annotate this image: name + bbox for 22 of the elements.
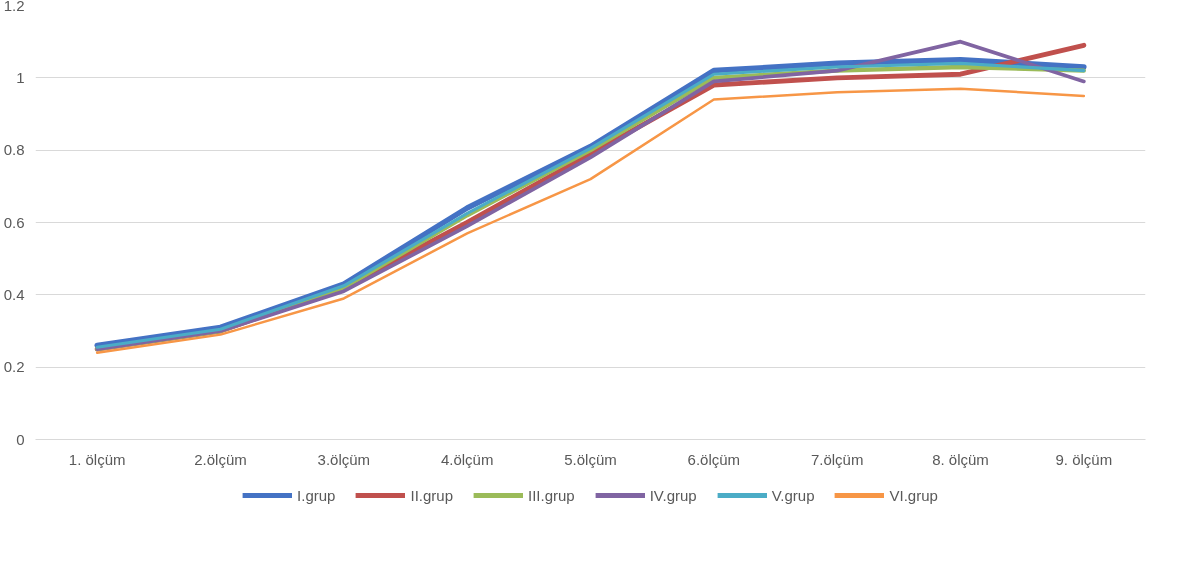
y-tick-label: 1	[16, 68, 25, 86]
y-tick-label: 0.4	[3, 285, 25, 303]
legend-label: II.grup	[410, 486, 453, 504]
x-tick-label: 8. ölçüm	[932, 450, 989, 468]
legend-label: V.grup	[771, 486, 815, 504]
x-tick-label: 2.ölçüm	[194, 450, 247, 468]
y-tick-label: 0.2	[3, 358, 25, 376]
legend-label: I.grup	[297, 486, 336, 504]
legend-label: III.grup	[527, 486, 575, 504]
legend-label: VI.grup	[889, 486, 938, 504]
x-tick-label: 7.ölçüm	[810, 450, 864, 468]
y-tick-label: 0.6	[3, 213, 25, 231]
x-tick-label: 4.ölçüm	[440, 450, 494, 468]
legend-label: IV.grup	[649, 486, 697, 504]
x-tick-label: 1. ölçüm	[68, 450, 126, 468]
x-tick-label: 5.ölçüm	[564, 450, 617, 468]
y-tick-label: 1.2	[3, 0, 25, 14]
x-tick-label: 9. ölçüm	[1055, 450, 1113, 468]
y-tick-label: 0	[16, 430, 25, 448]
x-tick-label: 3.ölçüm	[317, 450, 371, 468]
x-tick-label: 6.ölçüm	[687, 450, 741, 468]
y-tick-label: 0.8	[3, 141, 25, 159]
